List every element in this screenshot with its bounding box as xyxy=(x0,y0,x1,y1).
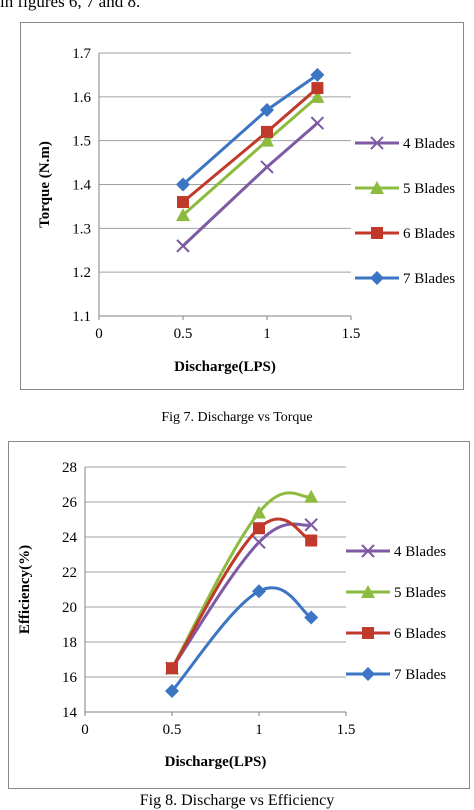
efficiency-chart-svg: 14 16 18 20 22 24 26 28 0 0.5 1 1.5 Discharge(LPS) Ef… xyxy=(17,460,446,770)
fig7-x-axis-label: Discharge(LPS) xyxy=(174,359,276,375)
fig8-data-point xyxy=(252,505,266,519)
fig7-ytick-label: 1.3 xyxy=(72,221,91,237)
fig8-data-point xyxy=(253,522,265,535)
fig8-y-axis-label: Efficiency(%) xyxy=(17,545,33,634)
fig8-series-line xyxy=(170,522,312,670)
fig7-ytick-label: 1.1 xyxy=(72,309,91,325)
fig8-data-point xyxy=(304,489,319,503)
fig7-xtick-label: 1 xyxy=(263,326,271,342)
fig8-series-line xyxy=(170,517,312,670)
fig8-ytick-label: 18 xyxy=(62,635,77,651)
fig7-data-point xyxy=(176,208,190,222)
fig8-legend-marker xyxy=(361,667,375,681)
efficiency-chart: 14 16 18 20 22 24 26 28 0 0.5 1 1.5 Discharge(LPS) Ef… xyxy=(8,441,470,789)
torque-chart: 1.1 1.2 1.3 1.4 1.5 1.6 1.7 0 0.5 1 1.5 Discharge(L… xyxy=(20,22,464,390)
fig7-legend-marker xyxy=(371,227,383,239)
fig8-ytick-label: 26 xyxy=(62,495,78,511)
fig8-ytick-label: 14 xyxy=(62,705,78,721)
fig8-x-axis-label: Discharge(LPS) xyxy=(165,754,267,770)
fig8-data-point xyxy=(304,518,318,532)
fig7-data-point xyxy=(261,125,273,138)
fig8-legend-label: 6 Blades xyxy=(394,626,446,642)
fig8-data-point xyxy=(252,535,266,549)
fig8-xtick-label: 1.5 xyxy=(337,722,356,738)
fig7-data-point xyxy=(310,116,325,130)
fig8-legend-label: 5 Blades xyxy=(394,585,446,601)
fig7-legend-marker xyxy=(370,271,384,285)
fig8-ytick-label: 28 xyxy=(62,460,77,476)
fig8-xtick-label: 0.5 xyxy=(163,722,182,738)
fig7-ytick-label: 1.4 xyxy=(72,178,91,194)
intro-text: in figures 6, 7 and 8. xyxy=(0,0,141,11)
fig8-legend-label: 4 Blades xyxy=(394,544,446,560)
fig7-caption: Fig 7. Discharge vs Torque xyxy=(161,410,313,425)
fig8-legend-marker xyxy=(361,585,375,598)
fig7-legend-label: 4 Blades xyxy=(403,136,455,152)
fig7-xtick-label: 0 xyxy=(95,326,103,342)
fig7-data-point xyxy=(311,82,324,95)
fig7-ytick-label: 1.2 xyxy=(72,265,91,281)
fig8-data-point xyxy=(165,684,179,698)
fig7-data-point xyxy=(176,177,190,192)
fig7-legend-marker xyxy=(370,181,384,194)
fig8-data-point xyxy=(305,534,318,547)
fig7-data-point xyxy=(176,239,190,253)
fig7-data-point xyxy=(260,160,274,174)
fig8-legend-label: 7 Blades xyxy=(394,667,446,683)
fig8-data-point xyxy=(166,662,178,675)
fig7-series-line xyxy=(182,95,319,217)
fig8-data-point xyxy=(252,584,266,599)
fig7-legend-label: 6 Blades xyxy=(403,226,455,242)
fig8-legend-marker xyxy=(361,544,375,558)
fig7-series-line xyxy=(182,73,319,186)
fig8-xtick-label: 0 xyxy=(81,722,89,738)
torque-chart-svg: 1.1 1.2 1.3 1.4 1.5 1.6 1.7 0 0.5 1 1.5 Discharge(L… xyxy=(37,46,455,375)
fig7-data-point xyxy=(310,89,325,103)
fig8-caption: Fig 8. Discharge vs Efficiency xyxy=(139,792,335,809)
fig7-legend-label: 7 Blades xyxy=(403,271,455,287)
fig8-data-point xyxy=(304,610,319,625)
fig7-data-point xyxy=(260,102,274,117)
fig7-y-axis-label: Torque (N.m) xyxy=(37,141,53,228)
fig8-series-line xyxy=(170,586,313,692)
fig8-ytick-label: 22 xyxy=(62,565,77,581)
fig7-data-point xyxy=(177,196,189,209)
fig7-xtick-label: 1.5 xyxy=(342,326,361,342)
fig8-legend-marker xyxy=(362,627,374,639)
fig7-xtick-label: 0.5 xyxy=(174,326,193,342)
fig7-data-point xyxy=(310,67,325,82)
fig8-xtick-label: 1 xyxy=(255,722,263,738)
fig7-ytick-label: 1.7 xyxy=(72,46,91,62)
fig8-ytick-label: 16 xyxy=(62,670,78,686)
fig7-data-point xyxy=(260,133,274,147)
fig8-ytick-label: 24 xyxy=(62,530,78,546)
fig7-ytick-label: 1.5 xyxy=(72,134,91,150)
fig7-legend-marker xyxy=(370,136,384,150)
fig7-ytick-label: 1.6 xyxy=(72,90,91,106)
fig8-ytick-label: 20 xyxy=(62,600,77,616)
fig7-legend-label: 5 Blades xyxy=(403,181,455,197)
